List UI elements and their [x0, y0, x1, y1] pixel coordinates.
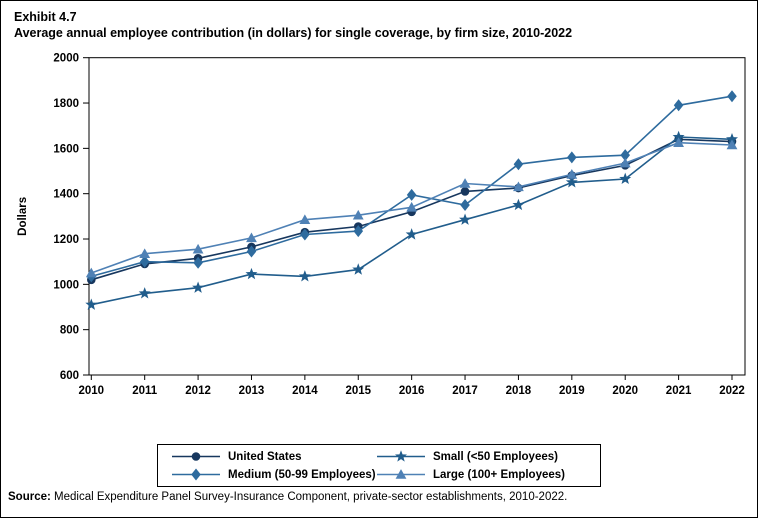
star-marker — [619, 172, 632, 185]
y-tick-label: 1400 — [53, 189, 79, 201]
x-tick-label: 2017 — [452, 385, 478, 397]
legend-item-large-100-employees: Large (100+ Employees) — [377, 467, 592, 482]
x-tick-label: 2014 — [292, 385, 318, 397]
y-tick-label: 800 — [60, 325, 79, 337]
diamond-marker — [353, 225, 364, 238]
diamond-marker — [193, 256, 203, 269]
y-tick-label: 600 — [60, 370, 79, 382]
diamond-marker — [513, 158, 524, 171]
x-tick-label: 2016 — [399, 385, 425, 397]
diamond-marker — [460, 199, 470, 212]
triangle-marker — [139, 248, 151, 259]
legend-label: United States — [228, 450, 302, 463]
x-tick-label: 2010 — [79, 385, 105, 397]
star-marker — [565, 176, 578, 188]
triangle-marker — [726, 139, 738, 150]
diamond-marker — [139, 255, 150, 268]
x-tick-label: 2022 — [719, 385, 745, 397]
diamond-marker — [300, 228, 310, 241]
y-axis-title: Dollars — [17, 197, 29, 236]
legend-item-small-50-employees: Small (<50 Employees) — [377, 449, 592, 464]
circle-marker — [191, 452, 201, 461]
x-tick-label: 2015 — [345, 385, 371, 397]
x-tick-label: 2020 — [612, 385, 638, 397]
legend-item-medium-50-99-employees: Medium (50-99 Employees) — [172, 467, 377, 482]
line-chart-canvas: 600 800 1000 1200 1400 1600 1800 2000 2010 2011 20… — [17, 53, 746, 397]
y-tick-label: 1200 — [53, 234, 79, 246]
exhibit-label: Exhibit 4.7 — [14, 10, 77, 24]
star-marker — [245, 267, 258, 280]
source-label: Source: — [8, 491, 51, 503]
triangle-marker — [459, 178, 471, 188]
x-tick-label: 2012 — [185, 385, 211, 397]
diamond-marker — [191, 468, 201, 481]
x-tick-label: 2013 — [239, 385, 265, 397]
chart-legend: United States Small (<50 Employees) Medium… — [157, 444, 601, 487]
triangle-marker — [406, 201, 418, 212]
page-title: Average annual employee contribution (in… — [14, 26, 573, 40]
chart: 600 800 1000 1200 1400 1600 1800 2000 2010 2011 20… — [1, 1, 757, 431]
x-tick-label: 2018 — [506, 385, 532, 397]
title-block: Exhibit 4.7 Average annual employee cont… — [14, 9, 572, 41]
star-legend-icon — [377, 450, 425, 462]
diamond-marker — [673, 99, 684, 112]
legend-item-united-states: United States — [172, 449, 377, 464]
triangle-marker — [673, 137, 685, 147]
y-tick-label: 1600 — [53, 143, 79, 155]
triangle-marker — [566, 169, 578, 179]
x-tick-label: 2011 — [132, 385, 158, 397]
star-marker — [85, 298, 98, 310]
x-tick-label: 2019 — [559, 385, 585, 397]
triangle-marker — [513, 181, 524, 192]
diamond-legend-icon — [172, 468, 220, 481]
diamond-marker — [567, 151, 577, 164]
legend-label: Large (100+ Employees) — [433, 468, 565, 481]
series-medium-50-99-employees — [86, 90, 737, 283]
diamond-marker — [727, 90, 737, 103]
y-tick-label: 1000 — [53, 279, 79, 291]
triangle-marker — [395, 469, 407, 479]
star-marker — [726, 132, 738, 145]
star-marker — [352, 263, 365, 275]
legend-label: Small (<50 Employees) — [433, 450, 558, 463]
y-tick-label: 1800 — [53, 98, 79, 110]
y-tick-label: 2000 — [53, 53, 79, 65]
triangle-marker — [619, 157, 631, 168]
triangle-marker — [246, 232, 257, 243]
diamond-marker — [246, 245, 257, 258]
star-marker — [405, 228, 418, 240]
star-marker — [672, 130, 685, 143]
star-marker — [512, 198, 525, 211]
circle-marker — [460, 187, 470, 196]
star-marker — [138, 287, 151, 299]
legend-label: Medium (50-99 Employees) — [228, 468, 376, 481]
source-text: Medical Expenditure Panel Survey-Insuran… — [50, 491, 568, 503]
triangle-marker — [192, 243, 204, 254]
triangle-marker — [352, 209, 364, 220]
star-marker — [192, 281, 205, 293]
triangle-marker — [299, 214, 311, 225]
star-marker — [459, 213, 472, 225]
star-marker — [298, 270, 311, 282]
series-large-100-employees — [85, 137, 738, 278]
triangle-marker — [85, 267, 97, 278]
triangle-legend-icon — [377, 469, 425, 479]
plot-frame — [88, 57, 746, 376]
x-tick-label: 2021 — [666, 385, 692, 397]
series-line — [91, 136, 733, 306]
star-marker — [395, 450, 407, 462]
source-note: Source: Medical Expenditure Panel Survey… — [8, 491, 567, 503]
circle-legend-icon — [172, 452, 220, 461]
series-small-50-employees — [85, 130, 738, 310]
diamond-marker — [406, 188, 417, 201]
